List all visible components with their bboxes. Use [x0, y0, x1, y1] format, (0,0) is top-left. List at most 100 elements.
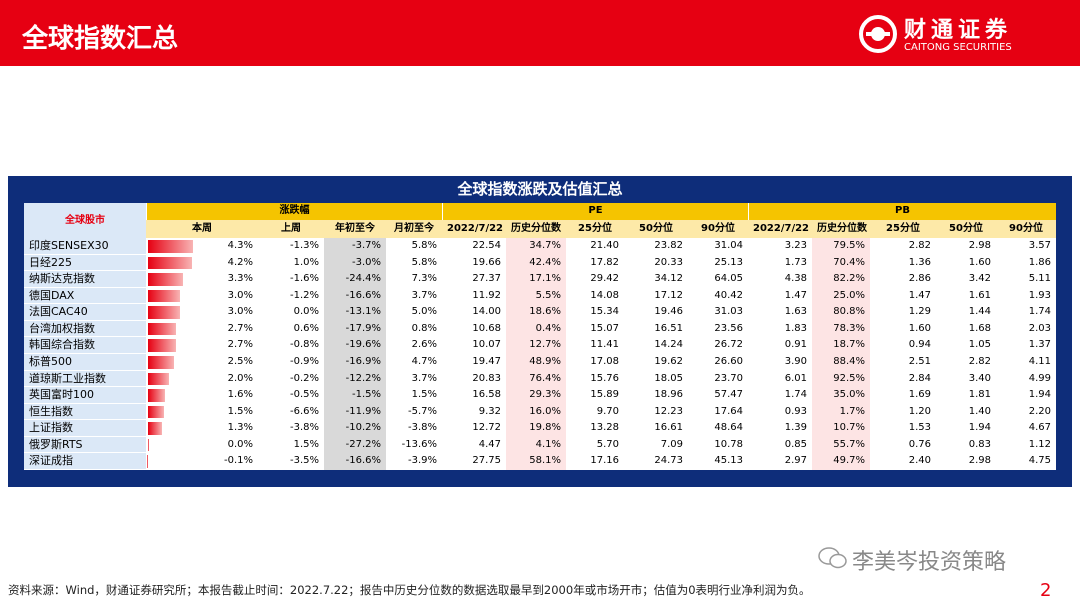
- cell-value: 3.7%: [411, 289, 437, 301]
- cell-value: 12.23: [654, 405, 683, 417]
- group-header: PE: [442, 203, 748, 220]
- cell-value: 34.7%: [529, 240, 561, 251]
- data-bar: [148, 356, 175, 369]
- cell-value: 10.78: [714, 438, 743, 450]
- cell-value: 5.70: [596, 438, 619, 450]
- slide-title: 全球指数汇总: [22, 24, 179, 54]
- cell-value: 2.03: [1028, 322, 1051, 334]
- column-header: 2022/7/22: [748, 220, 812, 238]
- cell-value: -0.1%: [223, 455, 253, 467]
- cell-value: 19.47: [472, 356, 501, 367]
- cell-value: -24.4%: [345, 273, 381, 285]
- cell-value: 2.86: [908, 273, 931, 285]
- cell-value: 15.07: [590, 322, 619, 334]
- data-bar: [148, 322, 177, 336]
- cell-value: 4.99: [1028, 372, 1051, 384]
- cell-value: 31.04: [714, 240, 743, 251]
- cell-value: 1.47: [784, 289, 807, 301]
- cell-value: 2.51: [908, 356, 931, 367]
- cell-value: 0.94: [908, 339, 931, 351]
- cell-value: 5.11: [1028, 273, 1051, 285]
- cell-value: -3.0%: [351, 256, 381, 268]
- row-label: 台湾加权指数: [24, 321, 146, 338]
- cell-value: 1.93: [1028, 289, 1051, 301]
- cell-value: 24.73: [654, 455, 683, 467]
- cell-value: 1.86: [1028, 256, 1051, 268]
- row-label: 英国富时100: [24, 387, 146, 404]
- cell-value: 15.76: [590, 372, 619, 384]
- cell-value: -1.6%: [289, 273, 319, 285]
- cell-value: 7.3%: [411, 273, 437, 285]
- data-bar: [148, 273, 183, 286]
- cell-value: 3.3%: [227, 273, 253, 285]
- cell-value: 3.0%: [227, 289, 253, 301]
- row-label: 纳斯达克指数: [24, 271, 146, 288]
- cell-value: 5.8%: [411, 256, 437, 268]
- cell-value: 2.82: [908, 240, 931, 251]
- group-header: 全球股市: [65, 215, 105, 226]
- data-bar: [148, 289, 180, 303]
- cell-value: 1.53: [908, 422, 931, 434]
- cell-value: 0.0%: [227, 438, 253, 450]
- cell-value: 13.28: [590, 422, 619, 434]
- cell-value: 29.42: [590, 273, 619, 285]
- cell-value: -3.5%: [289, 455, 319, 467]
- cell-value: 4.67: [1028, 422, 1051, 434]
- cell-value: 11.92: [472, 289, 501, 301]
- row-label: 韩国综合指数: [24, 337, 146, 354]
- cell-value: 2.20: [1028, 405, 1051, 417]
- cell-value: 26.72: [714, 339, 743, 351]
- cell-value: 2.84: [908, 372, 931, 384]
- row-label: 德国DAX: [24, 288, 146, 305]
- cell-value: 92.5%: [833, 372, 865, 384]
- cell-value: 17.82: [590, 256, 619, 268]
- data-bar: [148, 339, 177, 352]
- cell-value: 1.5%: [411, 389, 437, 401]
- cell-value: 14.00: [472, 306, 501, 318]
- cell-value: 10.68: [472, 322, 501, 334]
- cell-value: 1.37: [1028, 339, 1051, 351]
- cell-value: 2.98: [968, 455, 991, 467]
- cell-value: 1.12: [1028, 438, 1051, 450]
- data-bar: [148, 372, 169, 386]
- cell-value: -1.5%: [351, 389, 381, 401]
- column-fill: [506, 238, 566, 470]
- cell-value: 1.3%: [227, 422, 253, 434]
- cell-value: 14.08: [590, 289, 619, 301]
- cell-value: -1.2%: [289, 289, 319, 301]
- cell-value: 79.5%: [833, 240, 865, 251]
- row-label: 深证成指: [24, 453, 146, 470]
- cell-value: 1.73: [784, 256, 807, 268]
- cell-value: 45.13: [714, 455, 743, 467]
- cell-value: 58.1%: [529, 455, 561, 467]
- cell-value: 21.40: [590, 240, 619, 251]
- column-header: 90分位: [996, 220, 1056, 238]
- cell-value: 11.41: [590, 339, 619, 351]
- cell-value: -13.6%: [401, 438, 437, 450]
- cell-value: 0.83: [968, 438, 991, 450]
- cell-value: -0.9%: [289, 356, 319, 367]
- cell-value: 17.64: [714, 405, 743, 417]
- cell-value: 26.60: [714, 356, 743, 367]
- cell-value: 2.97: [784, 455, 807, 467]
- column-header: 90分位: [688, 220, 748, 238]
- cell-value: 4.3%: [227, 240, 253, 251]
- data-bar: [148, 405, 164, 419]
- row-label: 道琼斯工业指数: [24, 371, 146, 388]
- cell-value: 1.29: [908, 306, 931, 318]
- row-label: 上证指数: [24, 420, 146, 437]
- cell-value: 4.1%: [535, 438, 561, 450]
- cell-value: 1.20: [908, 405, 931, 417]
- cell-value: 49.7%: [833, 455, 865, 467]
- cell-value: 1.7%: [839, 405, 865, 417]
- cell-value: 31.03: [714, 306, 743, 318]
- cell-value: -17.9%: [345, 322, 381, 334]
- table-title: 全球指数涨跌及估值汇总: [457, 180, 623, 198]
- column-header: 2022/7/22: [442, 220, 506, 238]
- cell-value: 1.63: [784, 306, 807, 318]
- cell-value: 0.85: [784, 438, 807, 450]
- cell-value: 5.5%: [535, 289, 561, 301]
- cell-value: 1.44: [968, 306, 991, 318]
- cell-value: 1.05: [968, 339, 991, 351]
- cell-value: -13.1%: [345, 306, 381, 318]
